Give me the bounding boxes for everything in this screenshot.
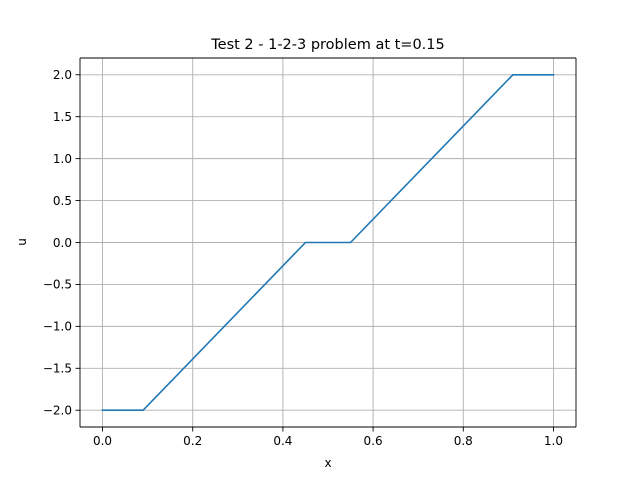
x-tick-label-2: 0.4 <box>273 434 292 448</box>
x-axis-label: x <box>324 456 331 470</box>
series-line-0 <box>101 73 555 412</box>
x-tick-label-3: 0.6 <box>364 434 383 448</box>
chart-title: Test 2 - 1-2-3 problem at t=0.15 <box>210 37 445 53</box>
y-tick-label-6: 1.0 <box>53 152 72 166</box>
y-tick-label-5: 0.5 <box>53 194 72 208</box>
y-tick-label-0: −2.0 <box>43 404 72 418</box>
grid-lines <box>80 58 576 427</box>
y-tick-label-2: −1.0 <box>43 320 72 334</box>
y-tick-label-4: 0.0 <box>53 236 72 250</box>
y-axis-label: u <box>15 238 29 246</box>
y-tick-label-3: −0.5 <box>43 278 72 292</box>
x-tick-label-0: 0.0 <box>93 434 112 448</box>
x-tick-label-4: 0.8 <box>454 434 473 448</box>
x-tick-label-1: 0.2 <box>183 434 202 448</box>
series-layer <box>101 73 555 412</box>
tick-labels: 0.0 0.2 0.4 0.6 0.8 1.0 −2.0 −1.5 −1.0 −0.5 0.0 0.5… <box>43 68 563 448</box>
y-tick-label-8: 2.0 <box>53 68 72 82</box>
y-tick-label-1: −1.5 <box>43 362 72 376</box>
tick-marks <box>75 74 554 432</box>
x-tick-label-5: 1.0 <box>544 434 563 448</box>
y-tick-label-7: 1.5 <box>53 110 72 124</box>
